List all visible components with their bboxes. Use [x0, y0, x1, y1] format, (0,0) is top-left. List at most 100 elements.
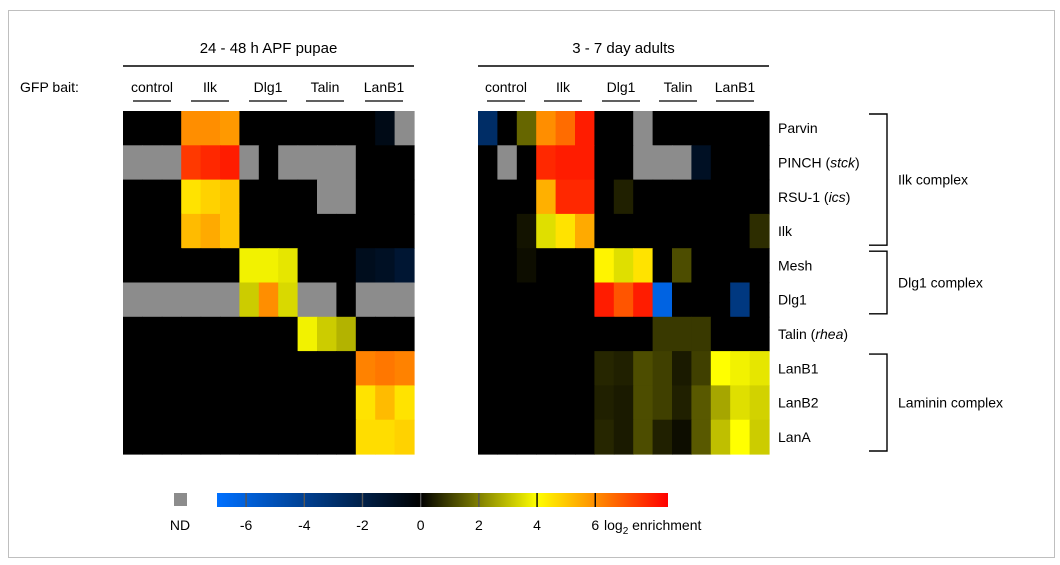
- heatmap-cell: [691, 179, 712, 215]
- heatmap-cell: [749, 316, 770, 352]
- heatmap-cell: [613, 179, 634, 215]
- heatmap-cell: [336, 213, 357, 249]
- heatmap-cell: [575, 282, 595, 318]
- bait-axis-label: GFP bait:: [20, 79, 79, 95]
- heatmap-cell: [749, 282, 770, 318]
- heatmap-cell: [575, 179, 595, 215]
- heatmap-cell: [516, 213, 537, 249]
- heatmap-cell: [613, 145, 634, 181]
- heatmap-cell: [594, 282, 615, 318]
- heatmap-cell: [516, 111, 537, 146]
- heatmap-cell: [200, 419, 221, 455]
- heatmap-cell: [394, 385, 415, 421]
- heatmap-cell: [516, 385, 537, 421]
- heatmap-cell: [633, 213, 654, 249]
- heatmap-cell: [258, 385, 279, 421]
- heatmap-cell: [555, 385, 576, 421]
- heatmap-cell: [181, 385, 202, 421]
- heatmap-cell: [497, 111, 518, 146]
- heatmap-cell: [161, 316, 182, 352]
- colorbar-label: log2 enrichment: [604, 517, 702, 537]
- colorbar-tick-label: 2: [475, 517, 483, 533]
- heatmap-cell: [749, 419, 770, 455]
- heatmap-cell: [516, 316, 537, 352]
- heatmap-cell: [672, 213, 692, 249]
- heatmap-cell: [497, 145, 518, 181]
- heatmap-cell: [336, 419, 357, 455]
- heatmap-cell: [123, 213, 143, 249]
- heatmap-cell: [220, 248, 240, 284]
- heatmap-cell: [516, 351, 537, 386]
- heatmap-cell: [278, 179, 299, 215]
- heatmap-cell: [239, 385, 260, 421]
- heatmap-cell: [317, 419, 337, 455]
- heatmap-cell: [691, 419, 712, 455]
- complex-bracket: [869, 113, 888, 246]
- heatmap-cell: [258, 179, 279, 215]
- heatmap-cell: [258, 419, 279, 455]
- heatmap-cell: [575, 385, 595, 421]
- heatmap-cell: [594, 419, 615, 455]
- heatmap-cell: [749, 145, 770, 181]
- heatmap-cell: [123, 419, 143, 455]
- heatmap-cell: [258, 111, 279, 146]
- heatmap-cell: [258, 213, 279, 249]
- complex-label: Dlg1 complex: [898, 275, 983, 291]
- heatmap-cell: [161, 111, 182, 146]
- heatmap-cell: [497, 351, 518, 386]
- heatmap-cell: [317, 282, 337, 318]
- heatmap-cell: [220, 385, 240, 421]
- row-label: Parvin: [778, 120, 818, 136]
- heatmap-cell: [672, 111, 692, 146]
- colorbar-tick-label: -4: [298, 517, 311, 533]
- heatmap-cell: [710, 282, 731, 318]
- heatmap-cell: [258, 316, 279, 352]
- heatmap-cell: [142, 111, 163, 146]
- heatmap-cell: [516, 419, 537, 455]
- heatmap-cell: [652, 316, 673, 352]
- heatmap-cell: [317, 213, 337, 249]
- heatmap-cell: [161, 179, 182, 215]
- heatmap-cell: [181, 316, 202, 352]
- heatmap-cell: [375, 282, 396, 318]
- heatmap-cell: [516, 248, 537, 284]
- heatmap-cell: [239, 419, 260, 455]
- heatmap-cell: [181, 111, 202, 146]
- heatmap-cell: [317, 351, 337, 386]
- heatmap-cell: [220, 282, 240, 318]
- heatmap-cell: [710, 385, 731, 421]
- heatmap-cell: [633, 111, 654, 146]
- heatmap-cell: [394, 351, 415, 386]
- heatmap-cell: [497, 282, 518, 318]
- heatmap-cell: [594, 385, 615, 421]
- row-label: LanA: [778, 429, 811, 445]
- heatmap-cell: [633, 316, 654, 352]
- heatmap-cell: [478, 385, 498, 421]
- heatmap-cell: [749, 351, 770, 386]
- heatmap-cell: [200, 111, 221, 146]
- heatmap-cell: [478, 179, 498, 215]
- heatmap-cell: [200, 351, 221, 386]
- heatmap-cell: [161, 248, 182, 284]
- heatmap-cell: [497, 248, 518, 284]
- heatmap-cell: [575, 213, 595, 249]
- bait-label: LanB1: [715, 79, 756, 95]
- heatmap-cell: [633, 385, 654, 421]
- heatmap-cell: [297, 385, 318, 421]
- colorbar: [217, 493, 668, 507]
- complex-bracket: [869, 353, 888, 452]
- heatmap-cell: [181, 419, 202, 455]
- row-label: LanB1: [778, 360, 819, 376]
- heatmap-cell: [730, 213, 751, 249]
- heatmap-cell: [161, 385, 182, 421]
- heatmap-cell: [258, 282, 279, 318]
- heatmap-cell: [652, 179, 673, 215]
- colorbar-tick-label: -2: [356, 517, 369, 533]
- heatmap-cell: [297, 282, 318, 318]
- heatmap-cell: [297, 213, 318, 249]
- heatmap-cell: [536, 179, 557, 215]
- heatmap-cell: [575, 351, 595, 386]
- heatmap-cell: [478, 351, 498, 386]
- heatmap-cell: [161, 351, 182, 386]
- heatmap-cell: [691, 145, 712, 181]
